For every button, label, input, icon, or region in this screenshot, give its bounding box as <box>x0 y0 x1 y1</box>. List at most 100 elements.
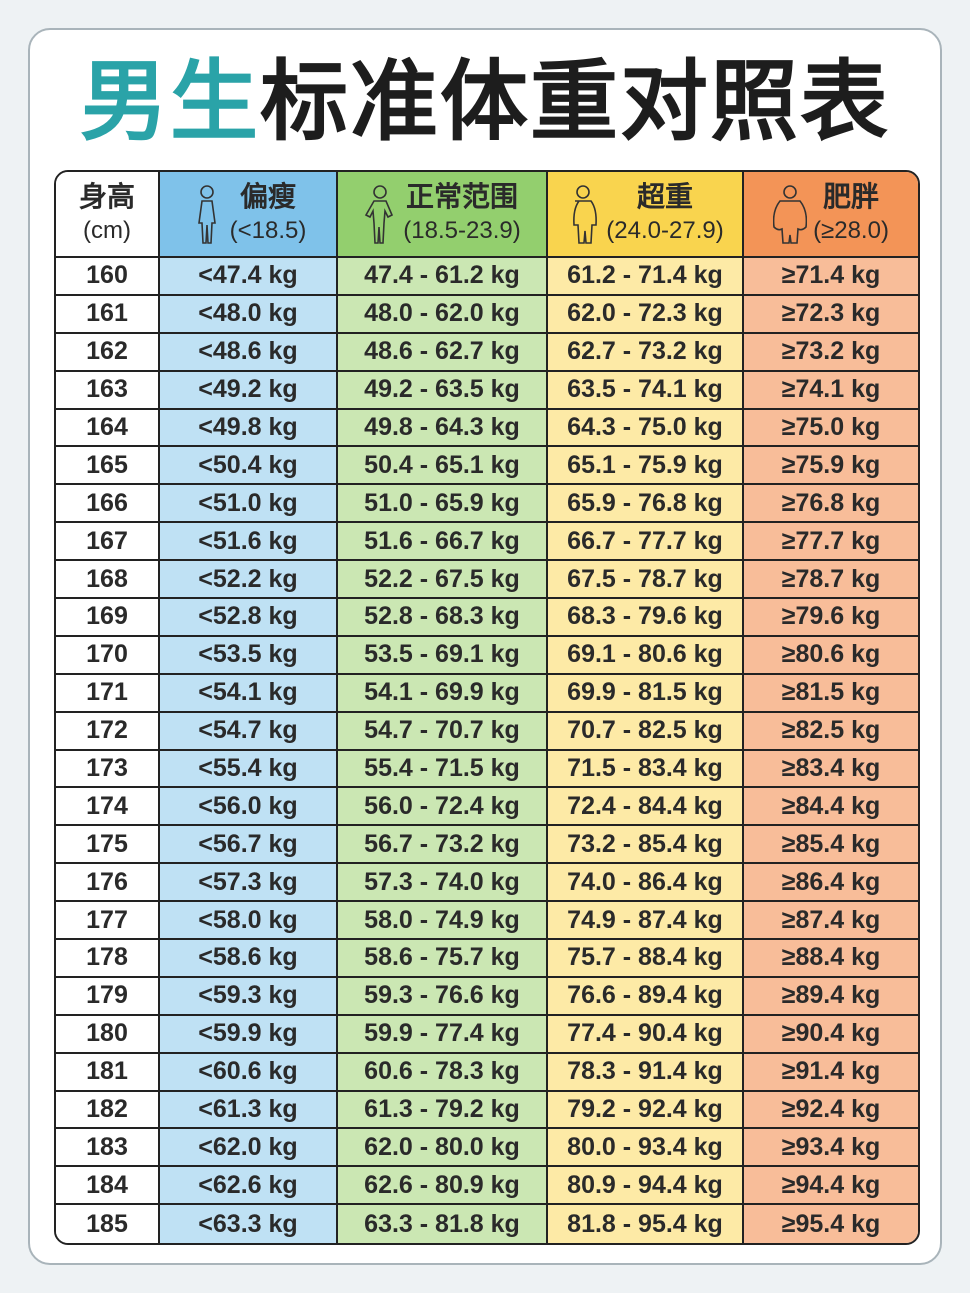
header-label: 正常范围 <box>405 181 518 212</box>
header-text: 肥胖 (≥28.0) <box>813 180 889 248</box>
weight-cell: 48.0 - 62.0 kg <box>338 295 548 334</box>
height-cell: 180 <box>56 1015 160 1054</box>
header-sub: (24.0-27.9) <box>606 217 724 244</box>
height-cell: 179 <box>56 977 160 1016</box>
header-label: 身高 <box>78 181 135 212</box>
header-cell: 超重 (24.0-27.9) <box>548 172 744 258</box>
title-highlight: 男生 <box>79 52 260 151</box>
weight-cell: 52.8 - 68.3 kg <box>338 599 548 637</box>
height-cell: 172 <box>56 712 160 751</box>
weight-cell: ≥76.8 kg <box>744 485 918 524</box>
weight-cell: ≥92.4 kg <box>744 1091 918 1130</box>
weight-cell: 66.7 - 77.7 kg <box>548 523 744 562</box>
weight-cell: ≥88.4 kg <box>744 940 918 978</box>
weight-cell: <47.4 kg <box>160 258 338 296</box>
height-cell: 170 <box>56 636 160 675</box>
height-cell: 176 <box>56 864 160 903</box>
weight-cell: 69.1 - 80.6 kg <box>548 636 744 675</box>
person-icon <box>365 185 394 244</box>
person-icon <box>573 185 598 244</box>
weight-cell: <52.8 kg <box>160 599 338 637</box>
weight-cell: <50.4 kg <box>160 447 338 486</box>
height-cell: 166 <box>56 485 160 524</box>
weight-cell: <51.0 kg <box>160 485 338 524</box>
header-text: 正常范围 (18.5-23.9) <box>403 180 520 248</box>
weight-cell: 60.6 - 78.3 kg <box>338 1053 548 1092</box>
weight-cell: ≥74.1 kg <box>744 371 918 410</box>
weight-cell: <57.3 kg <box>160 864 338 903</box>
header-label: 超重 <box>636 181 693 212</box>
weight-cell: 49.8 - 64.3 kg <box>338 409 548 448</box>
weight-cell: 74.9 - 87.4 kg <box>548 902 744 941</box>
weight-cell: 71.5 - 83.4 kg <box>548 750 744 789</box>
weight-cell: 72.4 - 84.4 kg <box>548 788 744 827</box>
weight-cell: ≥77.7 kg <box>744 523 918 562</box>
weight-cell: <56.0 kg <box>160 788 338 827</box>
title-rest: 标准体重对照表 <box>260 52 891 151</box>
height-cell: 171 <box>56 674 160 713</box>
weight-cell: <51.6 kg <box>160 523 338 562</box>
weight-cell: 63.5 - 74.1 kg <box>548 371 744 410</box>
height-cell: 178 <box>56 940 160 978</box>
weight-cell: 59.3 - 76.6 kg <box>338 977 548 1016</box>
weight-cell: <48.0 kg <box>160 295 338 334</box>
weight-cell: 49.2 - 63.5 kg <box>338 371 548 410</box>
weight-cell: ≥71.4 kg <box>744 258 918 296</box>
header-cell: 身高 (cm) <box>56 172 160 258</box>
weight-cell: <59.9 kg <box>160 1015 338 1054</box>
weight-cell: <58.0 kg <box>160 902 338 941</box>
header-label: 肥胖 <box>822 181 879 212</box>
weight-cell: 56.0 - 72.4 kg <box>338 788 548 827</box>
weight-cell: 48.6 - 62.7 kg <box>338 333 548 372</box>
weight-cell: 53.5 - 69.1 kg <box>338 636 548 675</box>
weight-cell: ≥79.6 kg <box>744 599 918 637</box>
weight-cell: 54.7 - 70.7 kg <box>338 712 548 751</box>
weight-cell: ≥91.4 kg <box>744 1053 918 1092</box>
weight-cell: 80.9 - 94.4 kg <box>548 1167 744 1206</box>
height-cell: 175 <box>56 826 160 865</box>
height-cell: 185 <box>56 1205 160 1244</box>
weight-cell: 58.0 - 74.9 kg <box>338 902 548 941</box>
weight-cell: ≥94.4 kg <box>744 1167 918 1206</box>
height-cell: 168 <box>56 561 160 600</box>
weight-cell: 74.0 - 86.4 kg <box>548 864 744 903</box>
height-cell: 169 <box>56 599 160 637</box>
header-cell: 正常范围 (18.5-23.9) <box>338 172 548 258</box>
weight-cell: <53.5 kg <box>160 636 338 675</box>
weight-cell: 52.2 - 67.5 kg <box>338 561 548 600</box>
weight-cell: <61.3 kg <box>160 1091 338 1130</box>
height-cell: 165 <box>56 447 160 486</box>
weight-cell: ≥75.0 kg <box>744 409 918 448</box>
weight-cell: ≥83.4 kg <box>744 750 918 789</box>
header-sub: (18.5-23.9) <box>403 217 521 244</box>
height-cell: 174 <box>56 788 160 827</box>
weight-cell: <49.8 kg <box>160 409 338 448</box>
weight-cell: 75.7 - 88.4 kg <box>548 940 744 978</box>
height-cell: 160 <box>56 258 160 296</box>
header-sub: (<18.5) <box>229 217 307 244</box>
height-cell: 173 <box>56 750 160 789</box>
weight-cell: <55.4 kg <box>160 750 338 789</box>
weight-cell: ≥86.4 kg <box>744 864 918 903</box>
height-cell: 182 <box>56 1091 160 1130</box>
header-text: 偏瘦 (<18.5) <box>230 180 307 248</box>
height-cell: 177 <box>56 902 160 941</box>
person-icon <box>773 185 808 244</box>
weight-cell: 51.6 - 66.7 kg <box>338 523 548 562</box>
weight-cell: <54.7 kg <box>160 712 338 751</box>
weight-cell: 51.0 - 65.9 kg <box>338 485 548 524</box>
weight-cell: ≥90.4 kg <box>744 1015 918 1054</box>
weight-cell: 65.1 - 75.9 kg <box>548 447 744 486</box>
weight-cell: ≥81.5 kg <box>744 674 918 713</box>
weight-cell: 61.2 - 71.4 kg <box>548 258 744 296</box>
header-label: 偏瘦 <box>239 181 296 212</box>
weight-cell: <63.3 kg <box>160 1205 338 1244</box>
weight-cell: 56.7 - 73.2 kg <box>338 826 548 865</box>
height-cell: 184 <box>56 1167 160 1206</box>
weight-cell: 79.2 - 92.4 kg <box>548 1091 744 1130</box>
weight-cell: 73.2 - 85.4 kg <box>548 826 744 865</box>
weight-cell: 59.9 - 77.4 kg <box>338 1015 548 1054</box>
header-cell: 偏瘦 (<18.5) <box>160 172 338 258</box>
weight-cell: ≥85.4 kg <box>744 826 918 865</box>
